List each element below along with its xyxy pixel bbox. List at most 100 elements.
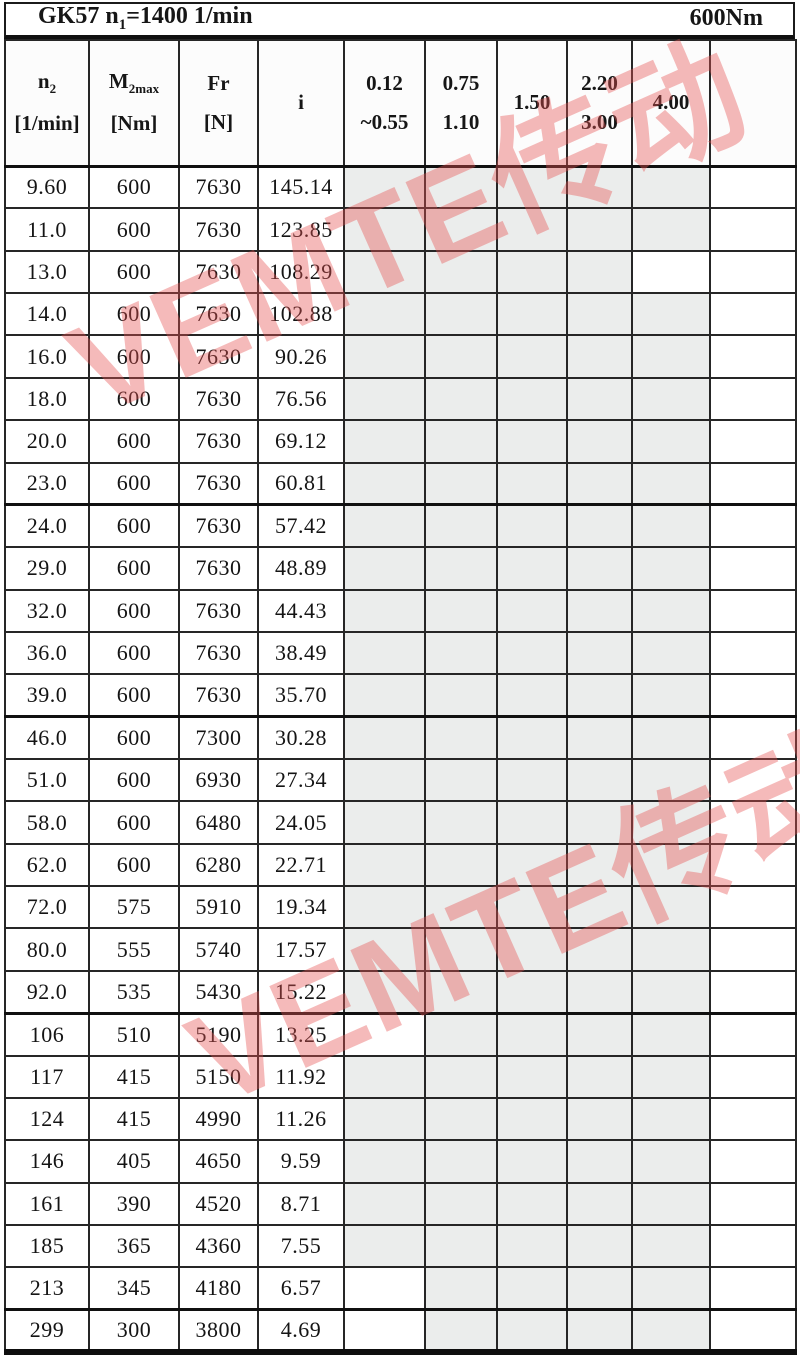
power-cell-4 [631,1054,711,1099]
power-cell-3 [566,1223,633,1269]
col-header-ratio: i [257,39,345,168]
cell-n2: 299 [4,1308,90,1354]
cell-ratio: 22.71 [257,842,345,888]
power-cell-0 [343,1012,426,1057]
cell-ratio: 57.42 [257,503,345,549]
power-cell-5 [709,207,797,252]
power-cell-3 [566,1266,633,1312]
power-cell-1 [424,503,498,549]
power-cell-4 [631,419,711,464]
power-cell-1 [424,461,498,507]
power-cell-1 [424,842,498,888]
power-cell-3 [566,546,633,591]
spec-table-body: 9.60 600 7630 145.14 11.0 600 7630 123.85 13.0 60… [4,164,797,1354]
power-cell-5 [709,461,797,507]
power-cell-0 [343,1223,426,1269]
cell-fr: 5190 [178,1012,259,1057]
title-torque: 600Nm [689,5,763,31]
power-cell-5 [709,1266,797,1312]
power-cell-0 [343,1181,426,1226]
power-cell-5 [709,927,797,972]
power-cell-4 [631,1012,711,1057]
col-header-power-4: 4.00 [631,39,711,168]
cell-ratio: 60.81 [257,461,345,507]
table-row: 106 510 5190 13.25 [4,1012,797,1057]
power-cell-1 [424,334,498,379]
cell-n2: 23.0 [4,461,90,507]
table-row: 185 365 4360 7.55 [4,1223,797,1269]
power-cell-5 [709,800,797,845]
cell-m2max: 405 [88,1139,180,1184]
power-cell-3 [566,419,633,464]
cell-n2: 117 [4,1054,90,1099]
table-row: 161 390 4520 8.71 [4,1181,797,1226]
power-cell-4 [631,758,711,803]
power-cell-3 [566,1139,633,1184]
cell-n2: 18.0 [4,376,90,422]
power-cell-4 [631,503,711,549]
power-cell-3 [566,376,633,422]
cell-n2: 29.0 [4,546,90,591]
power-cell-4 [631,927,711,972]
cell-fr: 7630 [178,546,259,591]
power-cell-3 [566,715,633,761]
cell-m2max: 600 [88,546,180,591]
table-row: 299 300 3800 4.69 [4,1308,797,1354]
cell-ratio: 8.71 [257,1181,345,1226]
cell-fr: 4650 [178,1139,259,1184]
power-cell-0 [343,1054,426,1099]
table-row: 18.0 600 7630 76.56 [4,376,797,422]
cell-ratio: 90.26 [257,334,345,379]
spec-sheet-frame: GK57 n1=1400 1/min 600Nm n2 [1/min] [4,2,797,1356]
power-cell-1 [424,1054,498,1099]
cell-n2: 24.0 [4,503,90,549]
cell-m2max: 600 [88,461,180,507]
power-cell-3 [566,1054,633,1099]
power-cell-2 [496,376,568,422]
table-row: 46.0 600 7300 30.28 [4,715,797,761]
power-cell-3 [566,164,633,210]
power-cell-0 [343,334,426,379]
table-row: 117 415 5150 11.92 [4,1054,797,1099]
col-header-power-1: 0.75 1.10 [424,39,498,168]
power-cell-0 [343,419,426,464]
power-cell-0 [343,758,426,803]
cell-ratio: 76.56 [257,376,345,422]
title-left: GK57 n1=1400 1/min [38,3,253,33]
power-cell-0 [343,630,426,676]
table-row: 213 345 4180 6.57 [4,1266,797,1312]
power-cell-5 [709,334,797,379]
cell-m2max: 600 [88,376,180,422]
cell-n2: 72.0 [4,885,90,930]
power-cell-1 [424,164,498,210]
ratio-symbol: i [298,90,304,115]
power-cell-5 [709,1012,797,1057]
power-cell-3 [566,885,633,930]
power-cell-0 [343,376,426,422]
power-cell-2 [496,1054,568,1099]
cell-n2: 46.0 [4,715,90,761]
power-cell-0 [343,207,426,252]
power-cell-3 [566,800,633,845]
cell-fr: 6480 [178,800,259,845]
power-cell-5 [709,673,797,719]
cell-m2max: 600 [88,207,180,252]
cell-fr: 5740 [178,927,259,972]
power-cell-3 [566,1096,633,1142]
power-cell-5 [709,715,797,761]
m2max-unit: [Nm] [110,111,158,136]
cell-n2: 11.0 [4,207,90,252]
power-cell-2 [496,249,568,295]
power-cell-0 [343,927,426,972]
cell-n2: 14.0 [4,292,90,337]
power-cell-1 [424,292,498,337]
power-cell-5 [709,503,797,549]
power-cell-5 [709,1096,797,1142]
cell-fr: 7630 [178,249,259,295]
power-cell-5 [709,758,797,803]
power-cell-4 [631,292,711,337]
cell-fr: 6930 [178,758,259,803]
power-cell-2 [496,461,568,507]
power-cell-4 [631,1139,711,1184]
cell-n2: 146 [4,1139,90,1184]
